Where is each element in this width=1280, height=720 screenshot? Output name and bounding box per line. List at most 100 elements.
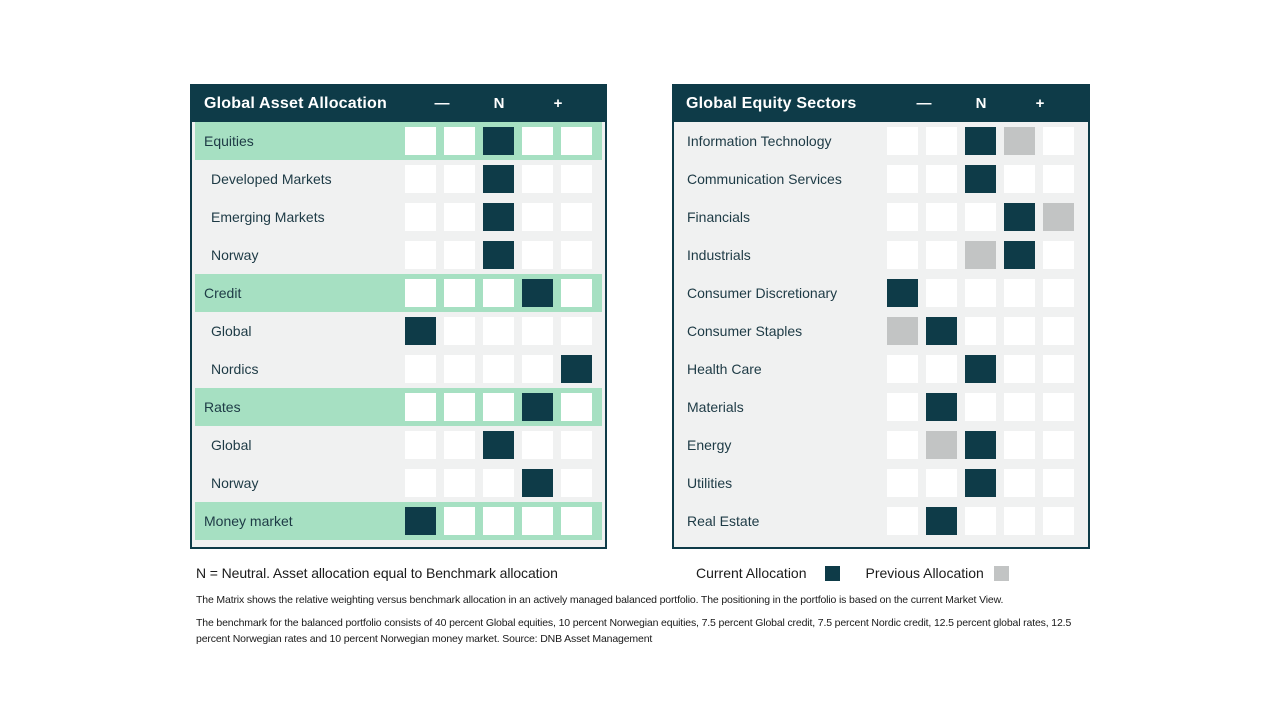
- empty-cell: [444, 127, 475, 155]
- row-label: Norway: [211, 475, 259, 491]
- empty-cell: [561, 127, 592, 155]
- global-equity-sectors-panel: Global Equity Sectors — N + Information …: [672, 84, 1090, 549]
- row-label: Global: [211, 323, 252, 339]
- allocation-row: Rates: [192, 388, 605, 426]
- column-header-underweight: —: [434, 95, 450, 112]
- row-label: Communication Services: [687, 171, 842, 187]
- empty-cell: [405, 355, 436, 383]
- empty-cell: [405, 393, 436, 421]
- row-label: Nordics: [211, 361, 259, 377]
- empty-cell: [1043, 241, 1074, 269]
- empty-cell: [405, 241, 436, 269]
- empty-cell: [522, 317, 553, 345]
- allocation-row: Real Estate: [674, 502, 1088, 540]
- empty-cell: [444, 241, 475, 269]
- previous-allocation-cell: [926, 431, 957, 459]
- allocation-row: Credit: [192, 274, 605, 312]
- current-allocation-swatch: [824, 565, 840, 581]
- current-allocation-cell: [965, 127, 996, 155]
- current-allocation-cell: [926, 393, 957, 421]
- allocation-row: Utilities: [674, 464, 1088, 502]
- current-allocation-cell: [965, 355, 996, 383]
- empty-cell: [1043, 165, 1074, 193]
- neutral-definition-caption: N = Neutral. Asset allocation equal to B…: [196, 565, 558, 581]
- row-label: Emerging Markets: [211, 209, 325, 225]
- allocation-row: Global: [192, 426, 605, 464]
- current-allocation-cell: [965, 431, 996, 459]
- column-header-neutral: N: [493, 95, 505, 112]
- allocation-cells: [405, 431, 592, 459]
- empty-cell: [522, 241, 553, 269]
- current-allocation-cell: [926, 507, 957, 535]
- footnote-matrix-description: The Matrix shows the relative weighting …: [196, 594, 1004, 606]
- allocation-row: Industrials: [674, 236, 1088, 274]
- legend: Current Allocation Previous Allocation: [696, 565, 1009, 581]
- previous-allocation-cell: [1043, 203, 1074, 231]
- current-allocation-cell: [561, 355, 592, 383]
- allocation-cells: [405, 165, 592, 193]
- column-header-neutral: N: [975, 95, 987, 112]
- empty-cell: [1004, 431, 1035, 459]
- allocation-cells: [405, 393, 592, 421]
- allocation-row: Global: [192, 312, 605, 350]
- allocation-row: Energy: [674, 426, 1088, 464]
- empty-cell: [1043, 393, 1074, 421]
- empty-cell: [926, 165, 957, 193]
- row-label: Consumer Discretionary: [687, 285, 838, 301]
- empty-cell: [561, 317, 592, 345]
- allocation-row: Emerging Markets: [192, 198, 605, 236]
- allocation-cells: [887, 469, 1074, 497]
- empty-cell: [887, 507, 918, 535]
- row-label: Norway: [211, 247, 259, 263]
- empty-cell: [561, 469, 592, 497]
- empty-cell: [1043, 469, 1074, 497]
- empty-cell: [405, 165, 436, 193]
- current-allocation-cell: [965, 469, 996, 497]
- empty-cell: [1043, 355, 1074, 383]
- empty-cell: [561, 507, 592, 535]
- row-label: Health Care: [687, 361, 762, 377]
- empty-cell: [405, 127, 436, 155]
- allocation-cells: [887, 127, 1074, 155]
- empty-cell: [522, 355, 553, 383]
- allocation-row: Health Care: [674, 350, 1088, 388]
- empty-cell: [965, 507, 996, 535]
- empty-cell: [444, 431, 475, 459]
- row-label: Materials: [687, 399, 744, 415]
- allocation-cells: [405, 127, 592, 155]
- empty-cell: [887, 241, 918, 269]
- empty-cell: [483, 469, 514, 497]
- empty-cell: [887, 469, 918, 497]
- current-allocation-cell: [926, 317, 957, 345]
- empty-cell: [483, 507, 514, 535]
- current-allocation-cell: [522, 393, 553, 421]
- row-label: Real Estate: [687, 513, 760, 529]
- empty-cell: [1043, 279, 1074, 307]
- current-allocation-cell: [1004, 203, 1035, 231]
- allocation-cells: [887, 355, 1074, 383]
- allocation-rows: Information Technology Communication Serv…: [674, 122, 1088, 540]
- current-allocation-cell: [405, 507, 436, 535]
- panel-header: Global Asset Allocation — N +: [192, 86, 605, 122]
- empty-cell: [444, 469, 475, 497]
- allocation-row: Materials: [674, 388, 1088, 426]
- empty-cell: [444, 203, 475, 231]
- empty-cell: [561, 279, 592, 307]
- allocation-rows: Equities Developed Markets Emerging Market…: [192, 122, 605, 540]
- empty-cell: [887, 203, 918, 231]
- previous-allocation-cell: [887, 317, 918, 345]
- panel-header: Global Equity Sectors — N +: [674, 86, 1088, 122]
- allocation-cells: [405, 317, 592, 345]
- empty-cell: [965, 317, 996, 345]
- allocation-row: Norway: [192, 464, 605, 502]
- empty-cell: [405, 431, 436, 459]
- allocation-cells: [887, 431, 1074, 459]
- empty-cell: [1004, 507, 1035, 535]
- previous-allocation-cell: [965, 241, 996, 269]
- allocation-row: Communication Services: [674, 160, 1088, 198]
- allocation-cells: [887, 165, 1074, 193]
- empty-cell: [1043, 127, 1074, 155]
- current-allocation-cell: [483, 241, 514, 269]
- row-label: Rates: [204, 399, 241, 415]
